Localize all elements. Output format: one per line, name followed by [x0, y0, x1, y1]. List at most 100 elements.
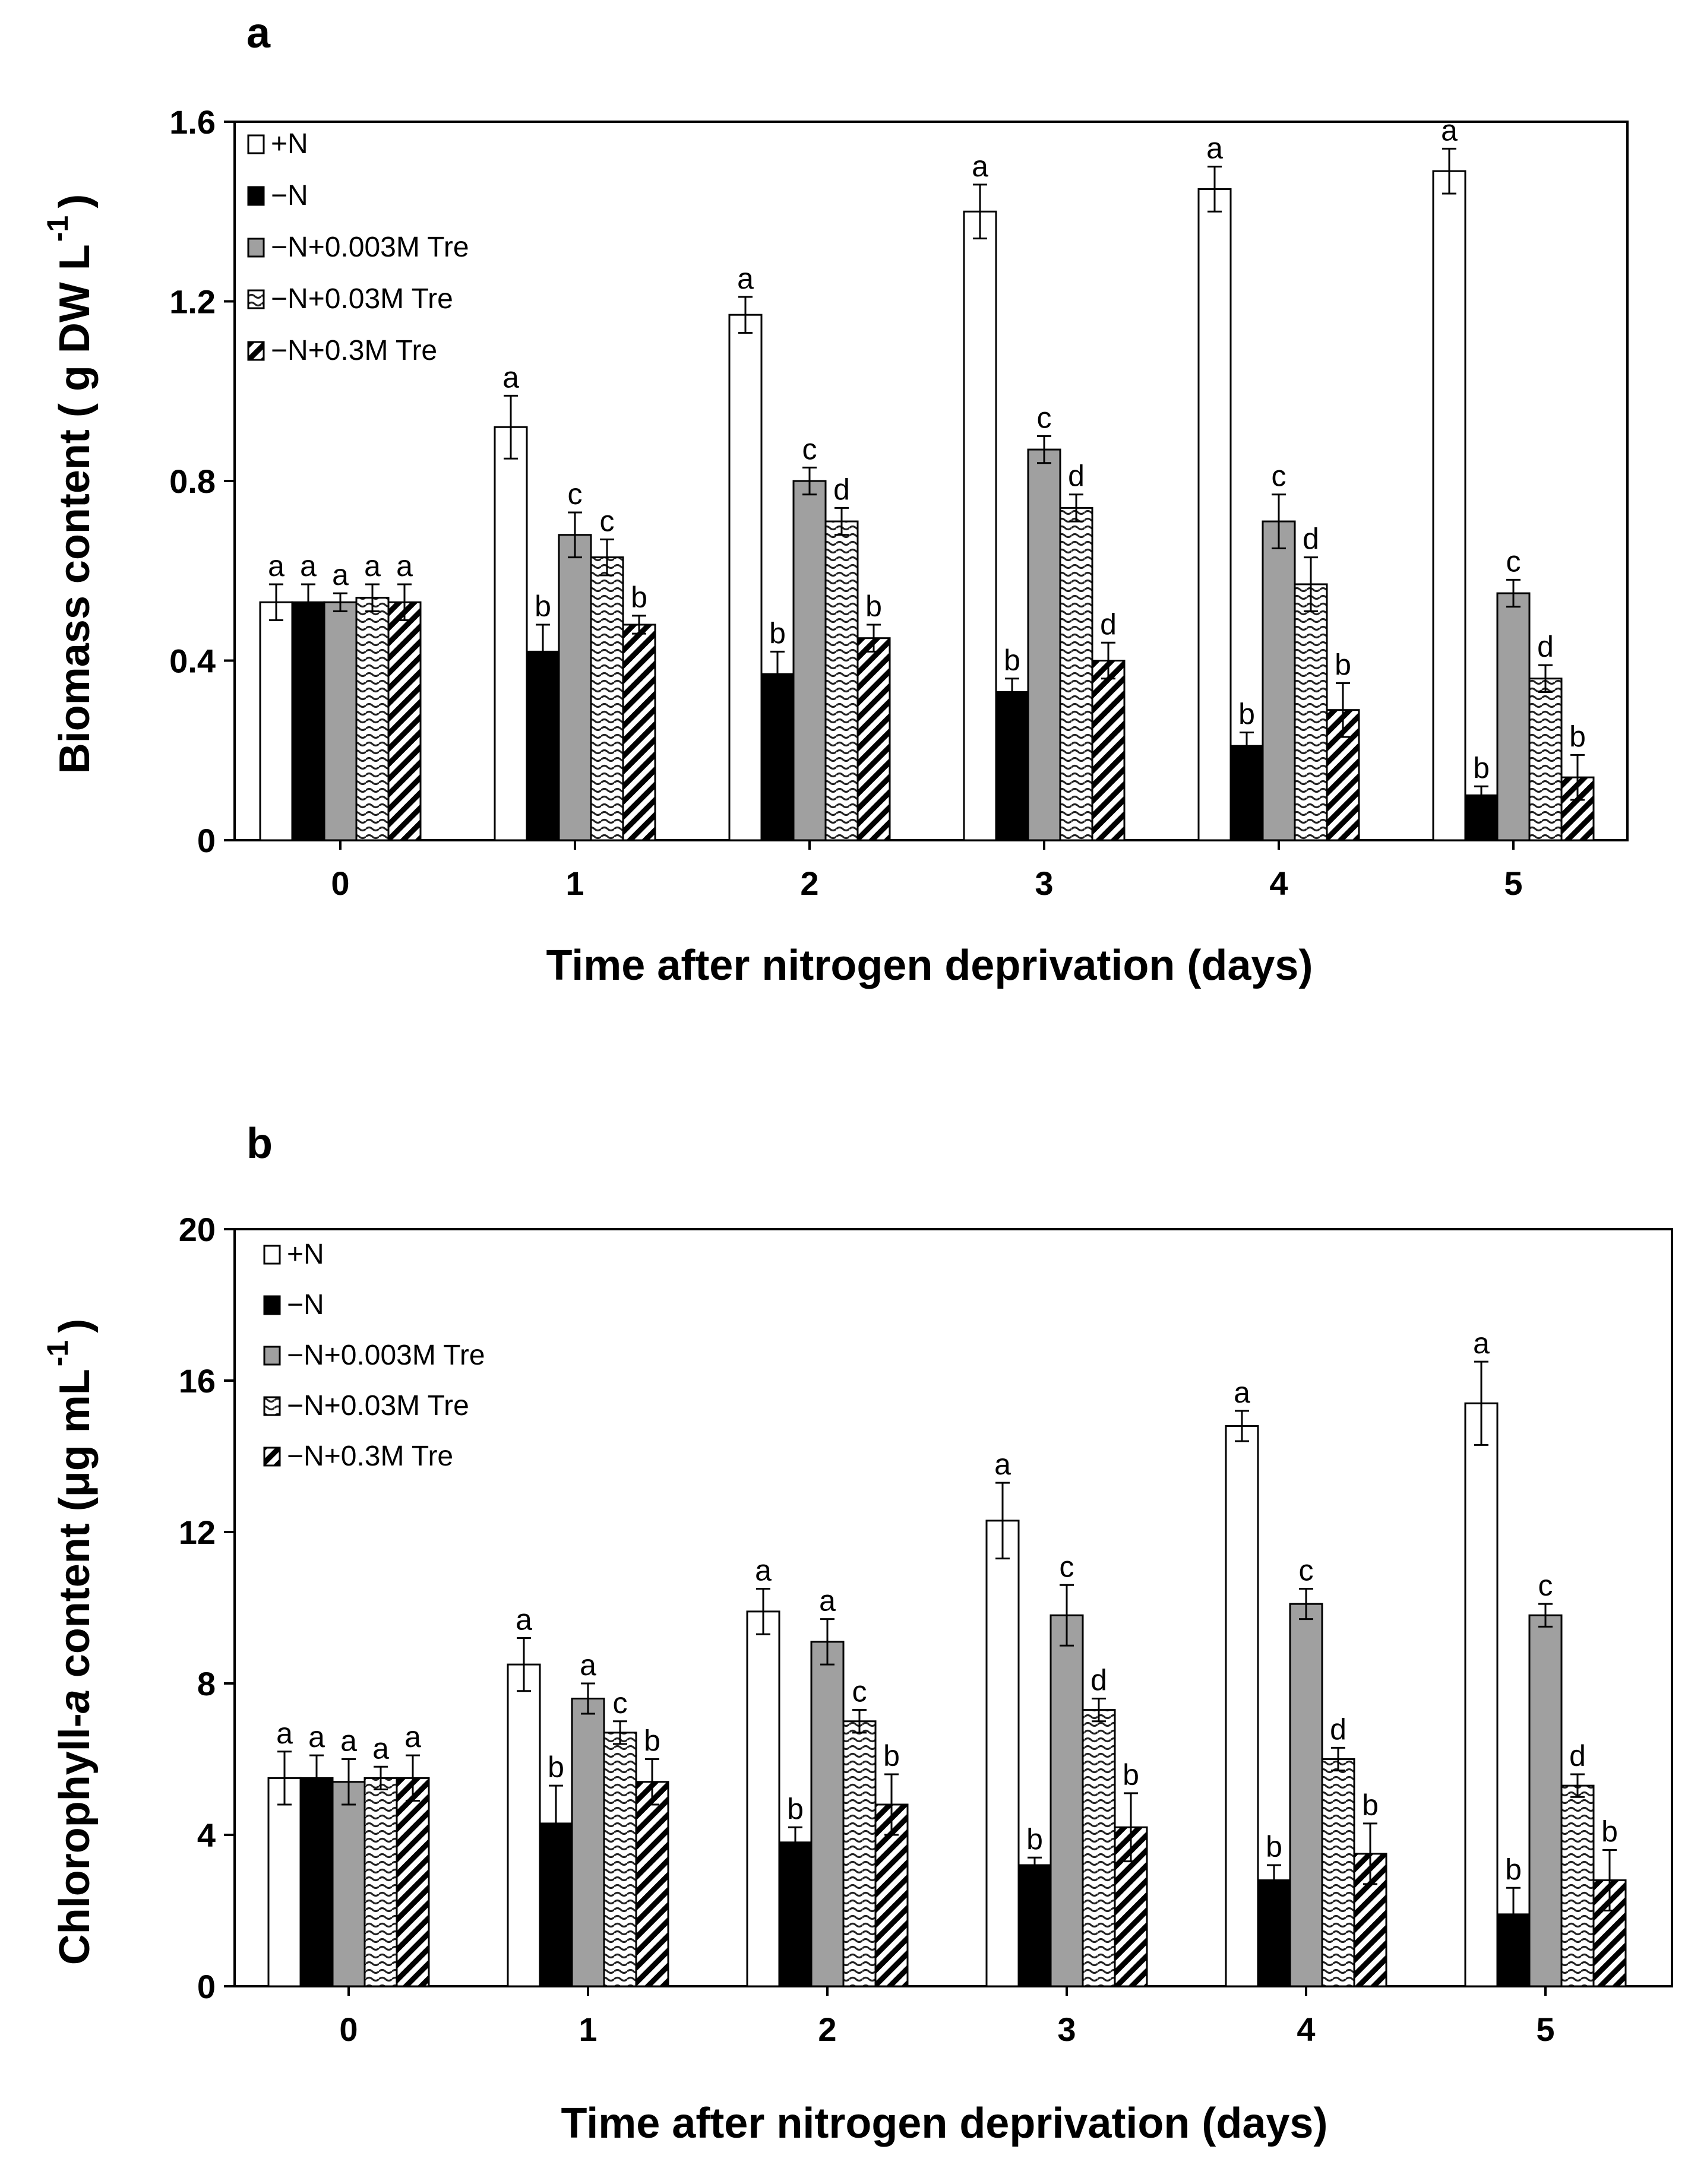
y-axis-close-paren: ) [51, 1319, 99, 1333]
bar [1225, 1425, 1259, 1987]
legend-label: −N [287, 1289, 324, 1321]
bar [1528, 678, 1563, 841]
y-axis-title: Chlorophyll-a content (μg mL -1) [41, 1319, 99, 1965]
significance-letter: a [580, 1648, 596, 1682]
significance-letter: a [819, 1584, 836, 1618]
legend-label: −N+0.003M Tre [271, 232, 469, 263]
y-tick-label: 20 [179, 1211, 216, 1248]
legend-swatch [263, 1396, 281, 1416]
significance-letter: b [1362, 1789, 1379, 1822]
significance-letter: a [340, 1724, 357, 1758]
bar [1294, 583, 1328, 841]
significance-letter: a [737, 262, 754, 295]
significance-letter: b [631, 581, 647, 614]
bar [1560, 1784, 1595, 1987]
y-tick-label: 1.2 [169, 283, 216, 321]
bar [571, 1698, 605, 1987]
significance-letter: c [600, 504, 615, 537]
significance-letter: b [769, 616, 786, 650]
bar [1082, 1709, 1116, 1987]
bar [746, 1610, 780, 1987]
y-axis-title: Biomass content ( g DW L-1) [41, 194, 99, 774]
x-tick-label: 0 [339, 2011, 358, 2048]
bar [558, 534, 592, 841]
legend-swatch [247, 134, 265, 154]
x-tick-label: 4 [1297, 2011, 1315, 2048]
significance-letter: c [1060, 1550, 1074, 1583]
bar [396, 1777, 430, 1987]
significance-letter: a [396, 549, 413, 583]
legend-label: −N+0.03M Tre [271, 283, 453, 315]
bar [1257, 1879, 1291, 1987]
significance-letter: a [268, 549, 285, 583]
significance-letter: c [1037, 401, 1052, 434]
bar [856, 637, 891, 841]
significance-letter: d [1090, 1664, 1107, 1697]
bar [259, 601, 293, 841]
bar [995, 691, 1029, 841]
bar [1017, 1864, 1052, 1987]
bar [728, 314, 763, 841]
bar [291, 601, 325, 841]
panel-label: b [246, 1120, 273, 1167]
panel-label: a [246, 10, 271, 57]
y-axis-close-paren: ) [51, 194, 99, 208]
bar [842, 1720, 877, 1987]
legend-label: −N [271, 180, 308, 211]
significance-letter: c [1299, 1554, 1314, 1587]
bar [1091, 660, 1126, 841]
bar [1050, 1614, 1084, 1987]
bar [355, 597, 390, 841]
significance-letter: a [372, 1732, 389, 1765]
significance-letter: b [644, 1724, 660, 1758]
bar [590, 556, 624, 841]
y-tick-label: 16 [179, 1362, 216, 1400]
x-tick-label: 3 [1057, 2011, 1076, 2048]
significance-letter: a [300, 549, 317, 583]
significance-letter: b [1569, 720, 1586, 753]
legend-swatch [247, 289, 265, 309]
x-axis-title: Time after nitrogen deprivation (days) [546, 942, 1313, 989]
bar [1289, 1603, 1323, 1987]
legend-swatch [263, 1295, 281, 1315]
bar [622, 623, 656, 841]
x-tick-label: 2 [800, 865, 818, 902]
bar [299, 1777, 334, 1987]
y-tick-label: 0.4 [169, 642, 216, 680]
significance-letter: a [502, 360, 519, 394]
significance-letter: a [308, 1720, 325, 1753]
y-tick-label: 1.6 [169, 103, 216, 141]
x-tick-label: 4 [1269, 865, 1288, 902]
significance-letter: a [276, 1717, 293, 1750]
legend-swatch [263, 1346, 281, 1366]
bar [494, 426, 528, 841]
x-tick-label: 0 [331, 865, 349, 902]
significance-letter: a [364, 549, 381, 583]
bar [526, 650, 560, 841]
x-tick-label: 1 [579, 2011, 597, 2048]
significance-letter: a [1234, 1376, 1250, 1409]
bar [810, 1641, 845, 1987]
y-axis-label-italic: a [51, 1689, 99, 1713]
legend-label: −N+0.03M Tre [287, 1390, 469, 1422]
significance-letter: b [1601, 1815, 1618, 1849]
panel-a: a Biomass content ( g DW L-1) Time after… [41, 10, 1629, 989]
legend-label: −N+0.3M Tre [271, 335, 437, 366]
bar [363, 1777, 398, 1987]
y-tick-label: 0.8 [169, 463, 216, 500]
bar [1464, 1402, 1499, 1987]
significance-letter: b [1335, 648, 1351, 681]
panel-b: b Chlorophyll-a content (μg mL -1) Time a… [41, 1120, 1673, 2147]
significance-letter: a [332, 558, 349, 591]
significance-letter: c [613, 1686, 628, 1720]
significance-letter: a [516, 1603, 532, 1637]
significance-letter: b [1026, 1822, 1043, 1856]
legend-swatch [247, 186, 265, 206]
bar [985, 1520, 1020, 1987]
legend-label: +N [287, 1239, 324, 1270]
significance-letter: d [1100, 607, 1117, 641]
x-axis-title: Time after nitrogen deprivation (days) [561, 2100, 1328, 2147]
significance-letter: c [802, 432, 817, 466]
bar [1321, 1758, 1355, 1987]
